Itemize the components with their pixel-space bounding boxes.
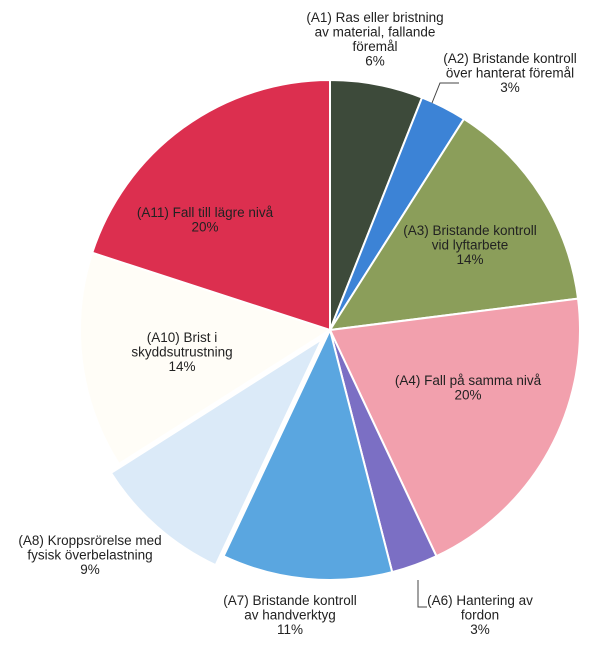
slice-label-9: (A11) Fall till lägre nivå 20% — [137, 205, 274, 235]
pie-slice-6 — [222, 327, 394, 581]
slice-label-2: (A2) Bristande kontroll över hanterat för… — [443, 51, 577, 95]
slice-label-line: över hanterat föremål — [446, 66, 574, 81]
slice-percent-label: 11% — [277, 622, 303, 637]
slice-label-line: (A8) Kroppsrörelse med — [18, 533, 161, 548]
slice-label-line: fysisk överbelastning — [27, 548, 152, 563]
slice-label-line: av handverktyg — [244, 608, 336, 623]
pie-slice-9 — [90, 78, 331, 332]
slice-label-6: (A7) Bristande kontroll av handverktyg 11% — [223, 593, 357, 637]
slice-percent-label: 9% — [80, 562, 100, 577]
slice-label-line: fordon — [461, 608, 499, 623]
slice-label-4: (A4) Fall på samma nivå 20% — [395, 373, 542, 403]
slice-percent-label: 20% — [191, 220, 218, 235]
slice-percent-label: 14% — [168, 359, 195, 374]
slice-labels: (A1) Ras eller bristning av material, fal… — [18, 10, 576, 637]
pie-slice-7 — [109, 336, 325, 567]
slice-label-8: (A10) Brist i skyddsutrustning 14% — [131, 330, 232, 374]
slice-label-7: (A8) Kroppsrörelse med fysisk överbelastn… — [18, 533, 161, 577]
slice-label-5: (A6) Hantering av fordon 3% — [427, 593, 533, 637]
slice-label-line: föremål — [352, 39, 397, 54]
pie-slices — [79, 78, 581, 581]
slice-label-line: (A11) Fall till lägre nivå — [137, 205, 274, 220]
slice-label-line: (A7) Bristande kontroll — [223, 593, 357, 608]
slice-percent-label: 14% — [456, 252, 483, 267]
slice-label-line: (A2) Bristande kontroll — [443, 51, 577, 66]
slice-label-line: skyddsutrustning — [131, 345, 232, 360]
slice-label-line: (A6) Hantering av — [427, 593, 533, 608]
pie-slice-4 — [328, 297, 581, 558]
slice-percent-label: 3% — [470, 622, 490, 637]
slice-label-1: (A1) Ras eller bristning av material, fal… — [306, 10, 443, 69]
slice-label-line: vid lyftarbete — [432, 238, 509, 253]
slice-label-line: (A3) Bristande kontroll — [403, 223, 537, 238]
leader-line-2 — [431, 82, 459, 104]
slice-percent-label: 20% — [454, 388, 481, 403]
pie-slice-8 — [79, 251, 333, 466]
slice-percent-label: 3% — [500, 80, 520, 95]
pie-slice-3 — [328, 117, 580, 332]
slice-label-line: (A10) Brist i — [147, 330, 218, 345]
slice-label-3: (A3) Bristande kontroll vid lyftarbete 14% — [403, 223, 537, 267]
slice-label-line: (A1) Ras eller bristning — [306, 10, 443, 25]
slice-percent-label: 6% — [365, 54, 385, 69]
leader-lines — [417, 82, 459, 608]
leader-line-5 — [417, 580, 427, 608]
slice-label-line: (A4) Fall på samma nivå — [395, 373, 542, 388]
slice-label-line: av material, fallande — [315, 25, 436, 40]
